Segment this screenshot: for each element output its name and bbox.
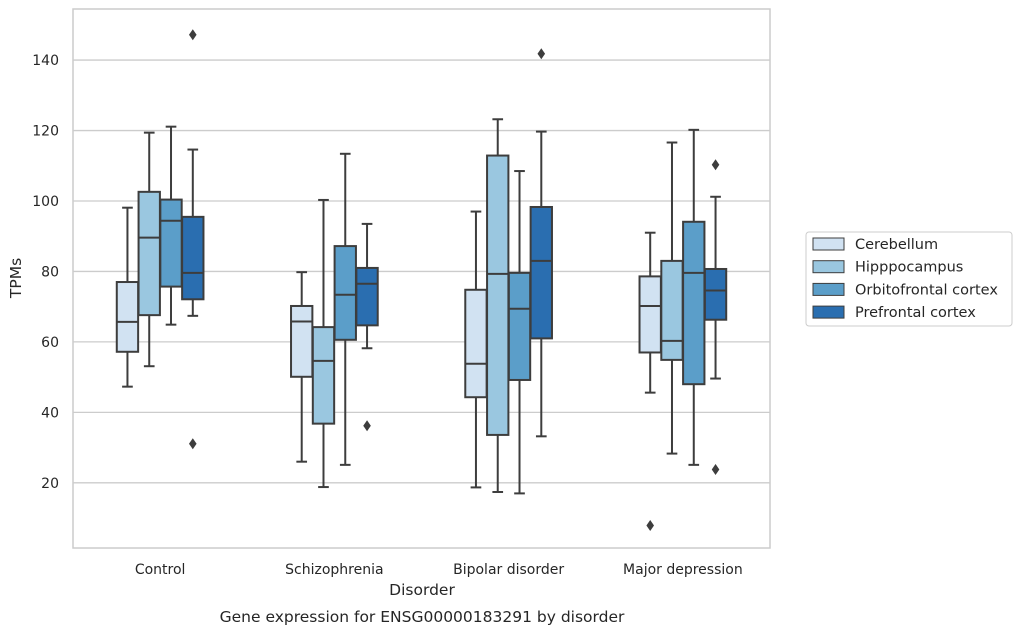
box [181, 215, 205, 301]
legend-label: Cerebellum [855, 237, 938, 253]
x-tick-label: Schizophrenia [285, 562, 383, 578]
legend-label: Prefrontal cortex [855, 305, 976, 321]
box [464, 288, 488, 399]
outlier-point [537, 48, 546, 60]
legend-frame [805, 231, 1013, 327]
box [507, 271, 532, 381]
outlier-point [188, 29, 197, 41]
box-group [311, 198, 336, 489]
box [290, 304, 314, 378]
x-tick-label: Control [135, 562, 186, 578]
box [333, 245, 357, 341]
box-group [507, 170, 532, 495]
box-series [115, 29, 728, 531]
box [660, 259, 684, 361]
y-tick-label: 20 [41, 476, 59, 492]
x-tick-label: Bipolar disorder [453, 562, 564, 578]
chart-caption: Gene expression for ENSG00000183291 by d… [220, 608, 625, 626]
y-tick-label: 80 [41, 264, 59, 280]
y-axis-label: TPMs [7, 258, 25, 299]
y-tick-label: 40 [41, 405, 59, 421]
box [115, 281, 140, 353]
box [529, 205, 553, 340]
y-tick-label: 120 [32, 124, 59, 140]
outlier-point [363, 420, 371, 432]
outlier-point [711, 159, 720, 171]
box-group [159, 125, 183, 326]
box-group [115, 206, 140, 388]
legend: Cerebellum Hipppocampus Orbitofrontal cort… [805, 231, 1013, 327]
legend-swatch [812, 260, 845, 274]
box-group [333, 152, 357, 466]
x-axis-label: Disorder [389, 581, 455, 599]
box [137, 190, 161, 317]
box [486, 154, 510, 436]
outlier-point [646, 519, 655, 531]
box [159, 198, 183, 288]
box-group [529, 48, 553, 438]
legend-swatch [812, 282, 845, 296]
y-axis-ticks: 20 40 60 80 100 120 140 [32, 53, 59, 492]
y-tick-label: 140 [32, 53, 59, 69]
y-tick-label: 100 [32, 194, 59, 210]
box [355, 266, 379, 327]
box-group [181, 29, 205, 450]
outlier-point [711, 463, 720, 475]
box [638, 275, 662, 354]
x-axis-ticks: Control Schizophrenia Bipolar disorder Majo… [135, 562, 743, 578]
box-group [355, 222, 379, 432]
x-tick-label: Major depression [623, 562, 743, 578]
legend-label: Hipppocampus [855, 260, 963, 276]
outlier-point [188, 438, 197, 450]
box [682, 220, 706, 386]
legend-label: Orbitofrontal cortex [855, 282, 998, 298]
box-group [703, 159, 728, 475]
legend-swatch [812, 237, 845, 251]
plot-frame [72, 8, 771, 549]
box-group [137, 131, 161, 368]
y-tick-label: 60 [41, 335, 59, 351]
box [311, 326, 336, 425]
box [703, 267, 728, 321]
legend-swatch [812, 305, 845, 319]
